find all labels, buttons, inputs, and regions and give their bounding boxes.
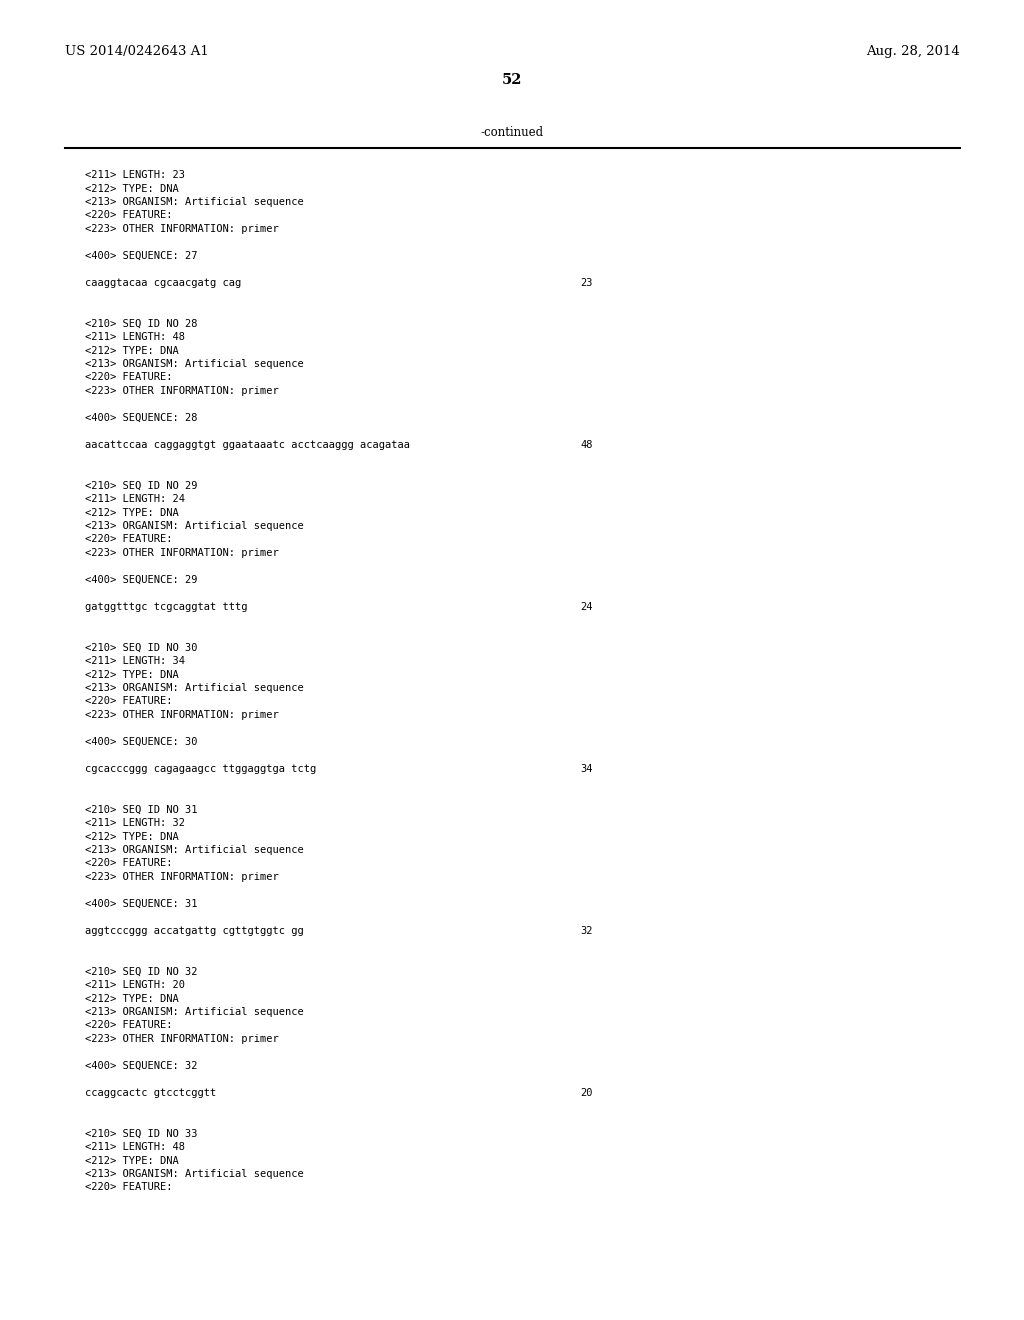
Text: <220> FEATURE:: <220> FEATURE:	[85, 697, 172, 706]
Text: <212> TYPE: DNA: <212> TYPE: DNA	[85, 1155, 179, 1166]
Text: <220> FEATURE:: <220> FEATURE:	[85, 210, 172, 220]
Text: <400> SEQUENCE: 27: <400> SEQUENCE: 27	[85, 251, 198, 261]
Text: <211> LENGTH: 20: <211> LENGTH: 20	[85, 979, 185, 990]
Text: ccaggcactc gtcctcggtt: ccaggcactc gtcctcggtt	[85, 1088, 216, 1098]
Text: <210> SEQ ID NO 31: <210> SEQ ID NO 31	[85, 804, 198, 814]
Text: <213> ORGANISM: Artificial sequence: <213> ORGANISM: Artificial sequence	[85, 682, 304, 693]
Text: <400> SEQUENCE: 32: <400> SEQUENCE: 32	[85, 1061, 198, 1071]
Text: <220> FEATURE:: <220> FEATURE:	[85, 372, 172, 383]
Text: <213> ORGANISM: Artificial sequence: <213> ORGANISM: Artificial sequence	[85, 1007, 304, 1016]
Text: aggtcccggg accatgattg cgttgtggtc gg: aggtcccggg accatgattg cgttgtggtc gg	[85, 927, 304, 936]
Text: <210> SEQ ID NO 30: <210> SEQ ID NO 30	[85, 643, 198, 652]
Text: <211> LENGTH: 32: <211> LENGTH: 32	[85, 818, 185, 828]
Text: <212> TYPE: DNA: <212> TYPE: DNA	[85, 832, 179, 842]
Text: 34: 34	[580, 764, 593, 774]
Text: <212> TYPE: DNA: <212> TYPE: DNA	[85, 507, 179, 517]
Text: 48: 48	[580, 440, 593, 450]
Text: <211> LENGTH: 48: <211> LENGTH: 48	[85, 1142, 185, 1152]
Text: caaggtacaa cgcaacgatg cag: caaggtacaa cgcaacgatg cag	[85, 279, 242, 288]
Text: <213> ORGANISM: Artificial sequence: <213> ORGANISM: Artificial sequence	[85, 521, 304, 531]
Text: <210> SEQ ID NO 28: <210> SEQ ID NO 28	[85, 318, 198, 329]
Text: <212> TYPE: DNA: <212> TYPE: DNA	[85, 994, 179, 1003]
Text: <223> OTHER INFORMATION: primer: <223> OTHER INFORMATION: primer	[85, 385, 279, 396]
Text: <212> TYPE: DNA: <212> TYPE: DNA	[85, 346, 179, 355]
Text: <400> SEQUENCE: 29: <400> SEQUENCE: 29	[85, 576, 198, 585]
Text: <211> LENGTH: 24: <211> LENGTH: 24	[85, 494, 185, 504]
Text: <223> OTHER INFORMATION: primer: <223> OTHER INFORMATION: primer	[85, 224, 279, 234]
Text: <223> OTHER INFORMATION: primer: <223> OTHER INFORMATION: primer	[85, 710, 279, 719]
Text: <211> LENGTH: 34: <211> LENGTH: 34	[85, 656, 185, 667]
Text: 52: 52	[502, 73, 522, 87]
Text: gatggtttgc tcgcaggtat tttg: gatggtttgc tcgcaggtat tttg	[85, 602, 248, 612]
Text: <220> FEATURE:: <220> FEATURE:	[85, 1020, 172, 1031]
Text: <213> ORGANISM: Artificial sequence: <213> ORGANISM: Artificial sequence	[85, 359, 304, 370]
Text: <223> OTHER INFORMATION: primer: <223> OTHER INFORMATION: primer	[85, 548, 279, 558]
Text: <213> ORGANISM: Artificial sequence: <213> ORGANISM: Artificial sequence	[85, 197, 304, 207]
Text: <210> SEQ ID NO 32: <210> SEQ ID NO 32	[85, 966, 198, 977]
Text: <212> TYPE: DNA: <212> TYPE: DNA	[85, 669, 179, 680]
Text: 23: 23	[580, 279, 593, 288]
Text: <220> FEATURE:: <220> FEATURE:	[85, 1183, 172, 1192]
Text: <223> OTHER INFORMATION: primer: <223> OTHER INFORMATION: primer	[85, 873, 279, 882]
Text: <220> FEATURE:: <220> FEATURE:	[85, 535, 172, 544]
Text: <211> LENGTH: 23: <211> LENGTH: 23	[85, 170, 185, 180]
Text: <400> SEQUENCE: 28: <400> SEQUENCE: 28	[85, 413, 198, 422]
Text: 20: 20	[580, 1088, 593, 1098]
Text: <400> SEQUENCE: 30: <400> SEQUENCE: 30	[85, 737, 198, 747]
Text: <213> ORGANISM: Artificial sequence: <213> ORGANISM: Artificial sequence	[85, 1170, 304, 1179]
Text: <220> FEATURE:: <220> FEATURE:	[85, 858, 172, 869]
Text: aacattccaa caggaggtgt ggaataaatc acctcaaggg acagataa: aacattccaa caggaggtgt ggaataaatc acctcaa…	[85, 440, 410, 450]
Text: Aug. 28, 2014: Aug. 28, 2014	[866, 45, 961, 58]
Text: <210> SEQ ID NO 29: <210> SEQ ID NO 29	[85, 480, 198, 491]
Text: cgcacccggg cagagaagcc ttggaggtga tctg: cgcacccggg cagagaagcc ttggaggtga tctg	[85, 764, 316, 774]
Text: <400> SEQUENCE: 31: <400> SEQUENCE: 31	[85, 899, 198, 909]
Text: -continued: -continued	[480, 125, 544, 139]
Text: 32: 32	[580, 927, 593, 936]
Text: <211> LENGTH: 48: <211> LENGTH: 48	[85, 333, 185, 342]
Text: <212> TYPE: DNA: <212> TYPE: DNA	[85, 183, 179, 194]
Text: <213> ORGANISM: Artificial sequence: <213> ORGANISM: Artificial sequence	[85, 845, 304, 855]
Text: <223> OTHER INFORMATION: primer: <223> OTHER INFORMATION: primer	[85, 1034, 279, 1044]
Text: <210> SEQ ID NO 33: <210> SEQ ID NO 33	[85, 1129, 198, 1138]
Text: US 2014/0242643 A1: US 2014/0242643 A1	[65, 45, 209, 58]
Text: 24: 24	[580, 602, 593, 612]
